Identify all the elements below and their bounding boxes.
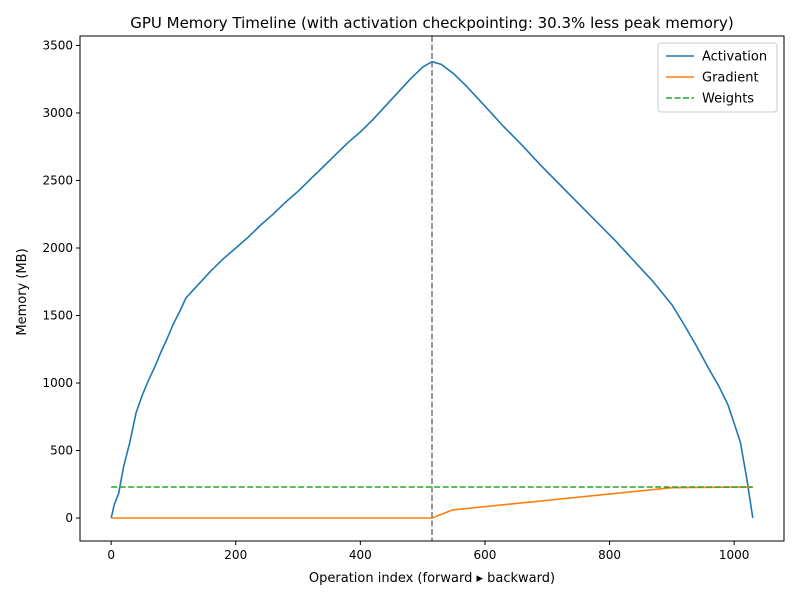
legend-label-activation: Activation [702, 50, 767, 65]
legend: Activation Gradient Weights [657, 42, 778, 113]
legend-box [657, 42, 778, 113]
y-tick-label: 3000 [42, 106, 73, 120]
x-tick-label: 200 [224, 548, 247, 562]
chart-title: GPU Memory Timeline (with activation che… [130, 14, 734, 32]
y-tick-label: 1000 [42, 376, 73, 390]
y-tick-label: 500 [50, 444, 73, 458]
x-tick-label: 1000 [719, 548, 750, 562]
x-axis-label: Operation index (forward ▸ backward) [309, 571, 555, 586]
axes-frame [79, 35, 785, 542]
legend-label-gradient: Gradient [702, 71, 759, 86]
y-tick-label: 2500 [42, 173, 73, 187]
x-tick-label: 600 [474, 548, 497, 562]
y-tick-label: 2000 [42, 241, 73, 255]
y-tick-label: 1500 [42, 309, 73, 323]
y-tick-label: 3500 [42, 38, 73, 52]
axes-layer [79, 35, 785, 542]
x-tick-label: 0 [107, 548, 115, 562]
series-line-activation [110, 60, 754, 519]
legend-label-weights: Weights [702, 92, 754, 107]
series-layer [110, 36, 754, 541]
x-tick-label: 800 [598, 548, 621, 562]
x-tick-label: 400 [349, 548, 372, 562]
y-axis-label: Memory (MB) [15, 248, 30, 335]
ticks-layer: 0 200 400 600 800 1000 0 500 1000 1500 2000 2500 300… [42, 38, 749, 562]
y-tick-label: 0 [65, 511, 73, 525]
